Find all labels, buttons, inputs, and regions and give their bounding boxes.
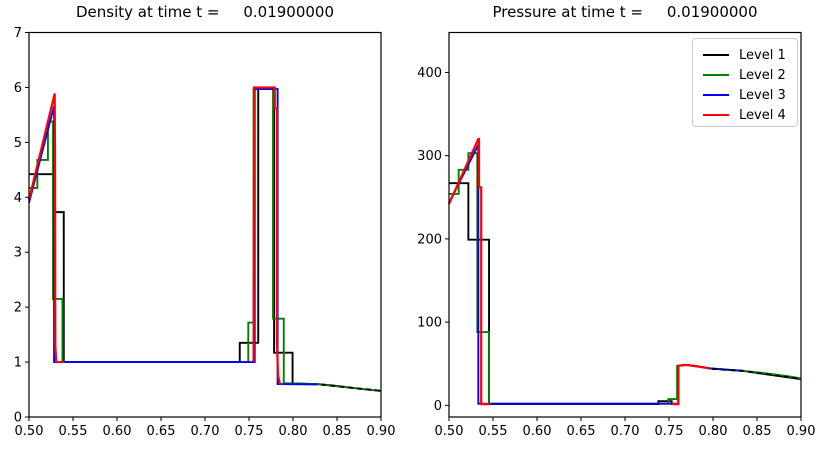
- legend-line-level-4-icon: [703, 114, 729, 116]
- x-tick-label: 0.75: [655, 424, 684, 439]
- legend-line-level-3-icon: [703, 94, 729, 96]
- axes-frame: [28, 31, 382, 418]
- x-tick-label: 0.75: [235, 424, 264, 439]
- x-tick-label: 0.85: [323, 424, 352, 439]
- x-tick-label: 0.55: [59, 424, 88, 439]
- series-level-1-dashes: [321, 383, 382, 392]
- y-tick-label: 200: [417, 232, 442, 247]
- density-plot: 0.50 0.55 0.60 0.65 0.70 0.75 0.80 0.85 0.90 0 1 2 3…: [14, 26, 396, 439]
- x-tick-label: 0.60: [103, 424, 132, 439]
- y-tick-label: 300: [417, 149, 442, 164]
- x-tick-label: 0.50: [15, 424, 44, 439]
- x-tick-label: 0.70: [611, 424, 640, 439]
- y-tick-label: 0: [14, 411, 22, 426]
- series-level-4: [447, 137, 491, 406]
- y-tick-label: 2: [14, 301, 22, 316]
- x-tick-label: 0.80: [699, 424, 728, 439]
- y-tick-label: 1: [14, 356, 22, 371]
- y-tick-label: 100: [417, 316, 442, 331]
- x-tick-label: 0.70: [191, 424, 220, 439]
- series-level-4: [27, 93, 65, 364]
- x-tick-label: 0.80: [279, 424, 308, 439]
- density-plot-title: Density at time t = 0.01900000: [75, 3, 334, 21]
- legend-label-level-3: Level 3: [739, 87, 786, 103]
- legend-label-level-2: Level 2: [739, 67, 786, 83]
- x-tick-label: 0.65: [147, 424, 176, 439]
- y-tick-label: 7: [14, 26, 22, 41]
- legend: Level 1 Level 2 Level 3 Level 4: [692, 38, 798, 127]
- series-level-4: [671, 363, 711, 406]
- series-level-2: [29, 87, 382, 392]
- x-tick-label: 0.90: [367, 424, 396, 439]
- legend-entry-level-3: Level 3: [701, 85, 789, 105]
- series-level-3: [448, 144, 744, 405]
- legend-entry-level-1: Level 1: [701, 45, 789, 65]
- pressure-plot-title: Pressure at time t = 0.01900000: [492, 3, 758, 21]
- legend-line-level-1-icon: [703, 54, 729, 56]
- legend-label-level-1: Level 1: [739, 47, 786, 63]
- series-level-2: [449, 152, 802, 405]
- x-tick-label: 0.60: [523, 424, 552, 439]
- legend-entry-level-4: Level 4: [701, 105, 789, 125]
- legend-entry-level-2: Level 2: [701, 65, 789, 85]
- y-tick-label: 3: [14, 246, 22, 261]
- legend-line-level-2-icon: [703, 74, 729, 76]
- series-level-1: [29, 87, 382, 392]
- y-tick-label: 0: [434, 399, 442, 414]
- pressure-plot: 0.50 0.55 0.60 0.65 0.70 0.75 0.80 0.85 0.90 0 100…: [417, 31, 816, 439]
- x-tick-label: 0.55: [479, 424, 508, 439]
- x-tick-label: 0.90: [787, 424, 816, 439]
- series-level-1-dashes: [712, 367, 802, 380]
- y-tick-label: 4: [14, 191, 22, 206]
- y-tick-label: 400: [417, 66, 442, 81]
- y-tick-label: 5: [14, 136, 22, 151]
- x-tick-label: 0.50: [435, 424, 464, 439]
- series-level-4: [251, 86, 283, 386]
- x-tick-label: 0.85: [743, 424, 772, 439]
- x-tick-label: 0.65: [567, 424, 596, 439]
- legend-label-level-4: Level 4: [739, 107, 786, 123]
- y-tick-label: 6: [14, 81, 22, 96]
